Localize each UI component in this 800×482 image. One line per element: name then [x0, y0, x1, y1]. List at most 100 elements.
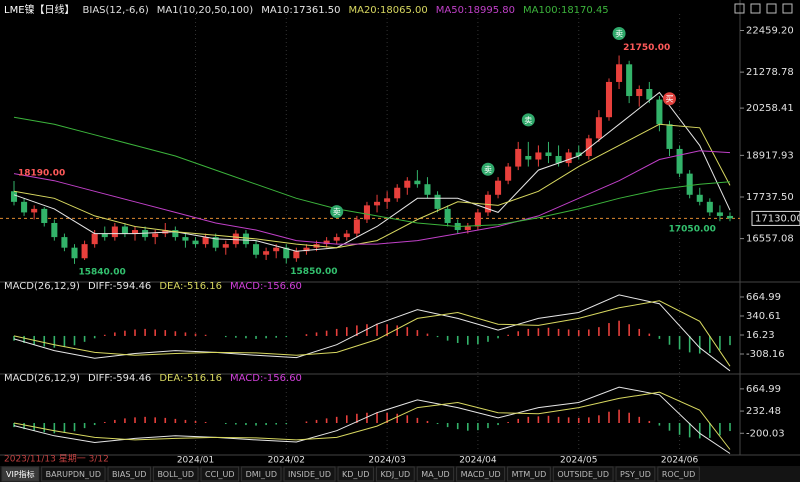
candle-body — [192, 240, 199, 245]
candle-body — [696, 194, 703, 202]
y-tick-label: 340.61 — [746, 311, 781, 322]
y-tick-label: 16557.08 — [746, 234, 794, 245]
candle-body — [323, 240, 330, 245]
tab[interactable]: OUTSIDE_UD — [552, 466, 614, 482]
candle-body — [121, 226, 128, 234]
header-text: MACD:-156.60 — [230, 373, 302, 384]
candle-body — [152, 233, 159, 238]
candle-body — [202, 237, 209, 245]
tab[interactable]: BIAS_UD — [107, 466, 151, 482]
window-icons — [734, 3, 793, 14]
tab-label: VIP指标 — [6, 469, 35, 479]
tab[interactable]: VIP指标 — [1, 466, 40, 482]
candle-body — [676, 148, 683, 174]
tab-background — [507, 466, 551, 482]
tab[interactable]: MACD_UD — [456, 466, 506, 482]
tab[interactable]: DMI_UD — [241, 466, 282, 482]
signal-marker — [521, 113, 535, 127]
tab-background — [41, 466, 106, 482]
indicator-line — [13, 91, 731, 252]
candle-body — [363, 205, 370, 220]
x-tick-label: 2024/01 — [177, 456, 214, 466]
y-tick-label: 664.99 — [746, 292, 781, 303]
candle-body — [424, 184, 431, 195]
candle-body — [444, 208, 451, 223]
current-price-label: 17130.00 — [755, 213, 800, 224]
candle-body — [222, 244, 229, 248]
candle-body — [404, 180, 411, 188]
header-text: LME镍【日线】 — [4, 3, 75, 16]
tab-background — [200, 466, 240, 482]
candle-body — [273, 247, 280, 252]
candle-body — [31, 208, 38, 213]
tab[interactable]: INSIDE_UD — [283, 466, 336, 482]
price-annotation: 15840.00 — [79, 267, 126, 277]
cursor-label: 2023/11/13 星期一 3/12 — [4, 454, 109, 465]
candle-body — [61, 237, 68, 248]
indicator-line — [13, 123, 731, 249]
tab-background — [152, 466, 199, 482]
candle-body — [232, 233, 239, 245]
candle-body — [484, 194, 491, 213]
header-text: MACD(26,12,9) — [4, 373, 80, 384]
candle-body — [21, 201, 28, 213]
y-tick-label: -308.16 — [746, 349, 785, 360]
candle-body — [182, 237, 189, 241]
tab-label: MACD_UD — [461, 470, 501, 479]
tab[interactable]: BARUPDN_UD — [41, 466, 106, 482]
candle-body — [283, 247, 290, 259]
candle-body — [172, 230, 179, 238]
candle-body — [10, 191, 18, 202]
header-text: MACD:-156.60 — [230, 281, 302, 292]
candle-body — [242, 233, 249, 245]
tab[interactable]: BOLL_UD — [152, 466, 199, 482]
candle-body — [303, 247, 310, 252]
price-annotation: 21750.00 — [623, 43, 670, 53]
y-tick-label: 22459.20 — [746, 25, 794, 36]
header-text: MA50:18995.80 — [436, 5, 515, 16]
y-tick-label: 17737.50 — [746, 192, 794, 203]
candle-body — [464, 226, 471, 231]
x-tick-label: 2024/03 — [368, 456, 405, 466]
candle-body — [686, 173, 693, 195]
candle-body — [626, 64, 633, 97]
tab[interactable]: MA_UD — [416, 466, 455, 482]
y-tick-label: 664.99 — [746, 384, 781, 395]
candle-body — [706, 201, 713, 213]
header-text: DIFF:-594.46 — [88, 281, 151, 292]
tab-label: BARUPDN_UD — [46, 470, 101, 479]
tab[interactable]: ROC_UD — [657, 466, 700, 482]
signal-marker — [662, 92, 676, 106]
candle-body — [91, 233, 98, 245]
candle-body — [71, 247, 78, 259]
y-tick-label: 18917.93 — [746, 150, 794, 161]
y-tick-label: -200.03 — [746, 428, 785, 439]
x-tick-label: 2024/04 — [459, 456, 497, 466]
candle-body — [263, 251, 270, 255]
tab-label: CCI_UD — [205, 470, 235, 479]
candle-body — [374, 201, 381, 206]
candle-body — [555, 155, 562, 164]
tab-label: PSY_UD — [620, 470, 651, 479]
indicator-line — [13, 391, 731, 450]
signal-marker — [481, 162, 495, 176]
tab[interactable]: MTM_UD — [507, 466, 551, 482]
candle-body — [666, 124, 673, 149]
header-text: DEA:-516.16 — [159, 281, 222, 292]
header-text: MA1(10,20,50,100) — [157, 5, 254, 16]
tab[interactable]: CCI_UD — [200, 466, 240, 482]
tab[interactable]: KD_UD — [337, 466, 374, 482]
tab[interactable]: KDJ_UD — [375, 466, 415, 482]
candle-body — [716, 212, 723, 216]
candle-body — [535, 152, 542, 160]
header-text: MA10:17361.50 — [261, 5, 340, 16]
candle-body — [515, 148, 522, 167]
candle-body — [253, 244, 260, 255]
tab[interactable]: PSY_UD — [615, 466, 656, 482]
tab-label: DMI_UD — [246, 470, 277, 479]
tab-label: MA_UD — [421, 470, 449, 479]
candle-body — [101, 233, 108, 238]
